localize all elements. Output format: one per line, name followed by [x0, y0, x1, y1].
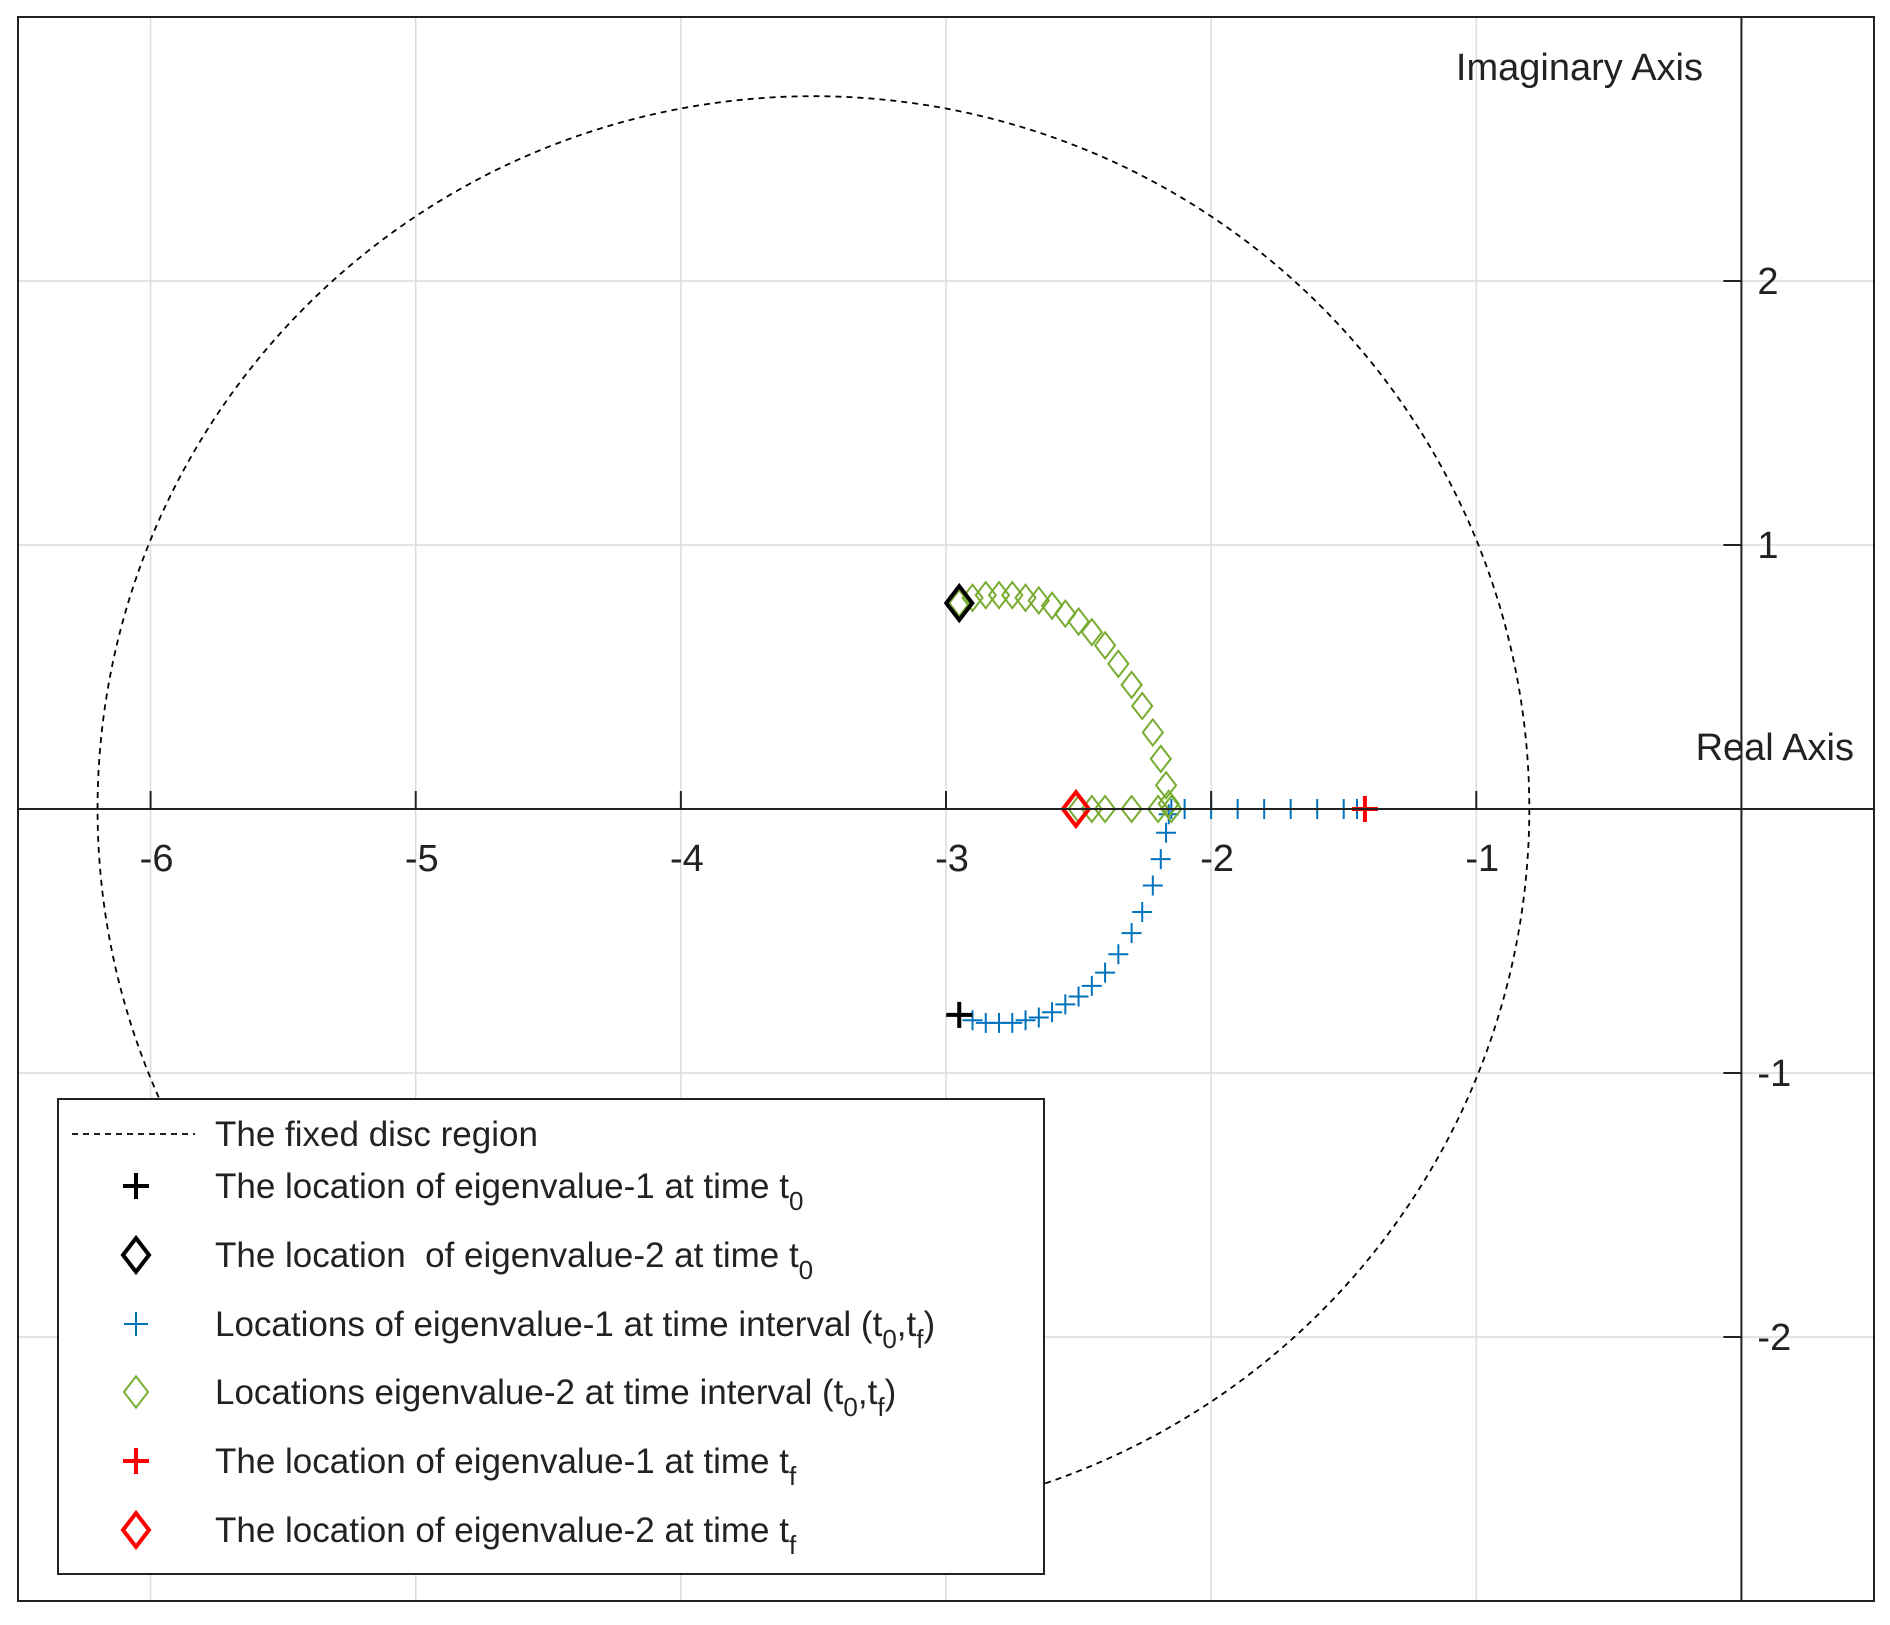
diamond-marker [1146, 794, 1170, 824]
legend-subscript: f [789, 1461, 797, 1491]
diamond-marker [1120, 670, 1143, 700]
diamond-marker [1107, 649, 1130, 679]
legend-marker [120, 1509, 152, 1551]
legend-text: The location of eigenvalue-1 at time t [215, 1167, 789, 1206]
diamond-marker [1120, 794, 1143, 824]
legend-subscript: 0 [882, 1324, 896, 1354]
diamond-marker [1067, 606, 1090, 637]
x-tick-label: -4 [670, 838, 704, 880]
legend-text: The fixed disc region [215, 1115, 538, 1154]
legend: The fixed disc region The location of eig… [57, 1098, 1045, 1575]
legend-subscript: f [877, 1392, 885, 1422]
plus-marker [1108, 944, 1129, 965]
diamond-marker [1040, 591, 1064, 621]
diamond-marker [1080, 617, 1104, 647]
x-axis-label: Real Axis [1696, 727, 1854, 769]
legend-text: ) [885, 1373, 897, 1412]
legend-subscript: f [916, 1324, 924, 1354]
legend-subscript: f [789, 1530, 797, 1560]
legend-text: ,t [858, 1373, 878, 1412]
diamond-marker [1014, 583, 1037, 613]
legend-label: The location of eigenvalue-2 at time tf [215, 1511, 797, 1560]
diamond-marker [1149, 744, 1173, 774]
x-tick-label: -2 [1200, 838, 1234, 880]
x-tick-label: -3 [935, 838, 969, 880]
plus-marker [1095, 962, 1116, 983]
legend-text: The location of eigenvalue-2 at time t [215, 1236, 799, 1275]
legend-label: The fixed disc region [215, 1115, 538, 1154]
plus-marker [1042, 1002, 1063, 1023]
plus-marker [1068, 986, 1089, 1007]
legend-subscript: 0 [843, 1392, 857, 1422]
plus-marker [1055, 994, 1076, 1015]
legend-marker [122, 1374, 150, 1410]
diamond-marker [1130, 691, 1154, 721]
y-tick-label: -1 [1757, 1053, 1791, 1095]
diamond-marker [1027, 585, 1051, 616]
legend-label: Locations eigenvalue-2 at time interval … [215, 1373, 896, 1422]
legend-text: The location of eigenvalue-1 at time t [215, 1442, 789, 1481]
x-tick-label: -6 [140, 838, 174, 880]
axes: -6 -5 -4 -3 -2 -1 -2 -1 1 2 [18, 17, 1874, 1601]
legend-text: ,t [897, 1305, 917, 1344]
legend-label: The location of eigenvalue-1 at time tf [215, 1442, 797, 1491]
legend-text: Locations of eigenvalue-1 at time interv… [215, 1305, 883, 1344]
y-tick-label: -2 [1757, 1317, 1791, 1359]
diamond-marker [947, 588, 971, 618]
diamond-marker [1141, 717, 1165, 748]
plus-marker [1156, 822, 1177, 843]
legend-subscript: 0 [789, 1186, 803, 1216]
legend-subscript: 0 [799, 1255, 813, 1285]
x-tick-label: -5 [405, 838, 439, 880]
plus-marker [946, 1001, 973, 1028]
plus-marker [962, 1010, 983, 1031]
legend-marker [123, 1448, 149, 1474]
legend-text: The location of eigenvalue-2 at time t [215, 1511, 789, 1550]
plus-marker [1142, 875, 1163, 896]
diamond-marker [1157, 789, 1180, 819]
x-tick-label: -1 [1465, 838, 1499, 880]
plus-marker [1132, 901, 1153, 922]
diamond-marker [1054, 598, 1077, 629]
plus-marker [1121, 923, 1142, 944]
y-tick-label: 1 [1757, 525, 1778, 567]
y-tick-label: 2 [1757, 261, 1778, 303]
diamond-marker [1154, 770, 1178, 800]
plus-marker [1002, 1012, 1023, 1033]
legend-box [57, 1098, 1045, 1575]
legend-label: The location of eigenvalue-1 at time t0 [215, 1167, 803, 1216]
diamond-marker [1060, 788, 1092, 830]
plus-marker [1081, 975, 1102, 996]
diamond-marker [1093, 630, 1117, 660]
legend-label: Locations of eigenvalue-1 at time interv… [215, 1305, 935, 1354]
legend-text: ) [923, 1305, 935, 1344]
legend-label: The location of eigenvalue-2 at time t0 [215, 1236, 813, 1285]
diamond-marker [987, 580, 1011, 610]
legend-text: Locations eigenvalue-2 at time interval … [215, 1373, 844, 1412]
legend-marker [124, 1312, 148, 1336]
plus-marker [1015, 1010, 1036, 1031]
y-axis-label: Imaginary Axis [1456, 47, 1703, 89]
plus-marker [1150, 849, 1171, 870]
diamond-marker [943, 582, 975, 624]
plus-marker [1028, 1007, 1049, 1028]
legend-marker [120, 1234, 152, 1276]
legend-marker [123, 1173, 149, 1199]
diamond-marker [1001, 580, 1024, 610]
plus-marker [1158, 804, 1179, 825]
plot-frame [17, 16, 1875, 1602]
